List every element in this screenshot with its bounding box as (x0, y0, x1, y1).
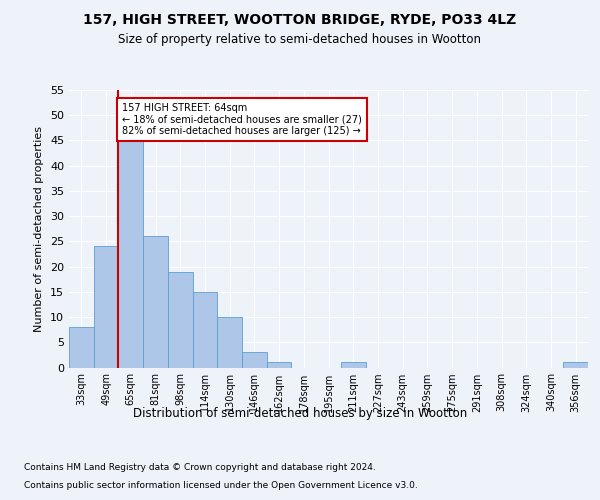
Text: 157 HIGH STREET: 64sqm
← 18% of semi-detached houses are smaller (27)
82% of sem: 157 HIGH STREET: 64sqm ← 18% of semi-det… (122, 102, 362, 136)
Text: Contains public sector information licensed under the Open Government Licence v3: Contains public sector information licen… (24, 481, 418, 490)
Bar (193, 292, 217, 368)
Bar (94, 246, 118, 368)
Text: 157, HIGH STREET, WOOTTON BRIDGE, RYDE, PO33 4LZ: 157, HIGH STREET, WOOTTON BRIDGE, RYDE, … (83, 12, 517, 26)
Text: Size of property relative to semi-detached houses in Wootton: Size of property relative to semi-detach… (119, 32, 482, 46)
Bar (341, 362, 365, 368)
Y-axis label: Number of semi-detached properties: Number of semi-detached properties (34, 126, 44, 332)
Bar (563, 362, 588, 368)
Bar (242, 352, 267, 368)
Bar (168, 272, 193, 368)
Bar (69, 327, 94, 368)
Bar (267, 362, 292, 368)
Text: Contains HM Land Registry data © Crown copyright and database right 2024.: Contains HM Land Registry data © Crown c… (24, 462, 376, 471)
Bar (217, 317, 242, 368)
Text: Distribution of semi-detached houses by size in Wootton: Distribution of semi-detached houses by … (133, 408, 467, 420)
Bar (118, 136, 143, 368)
Bar (143, 236, 168, 368)
